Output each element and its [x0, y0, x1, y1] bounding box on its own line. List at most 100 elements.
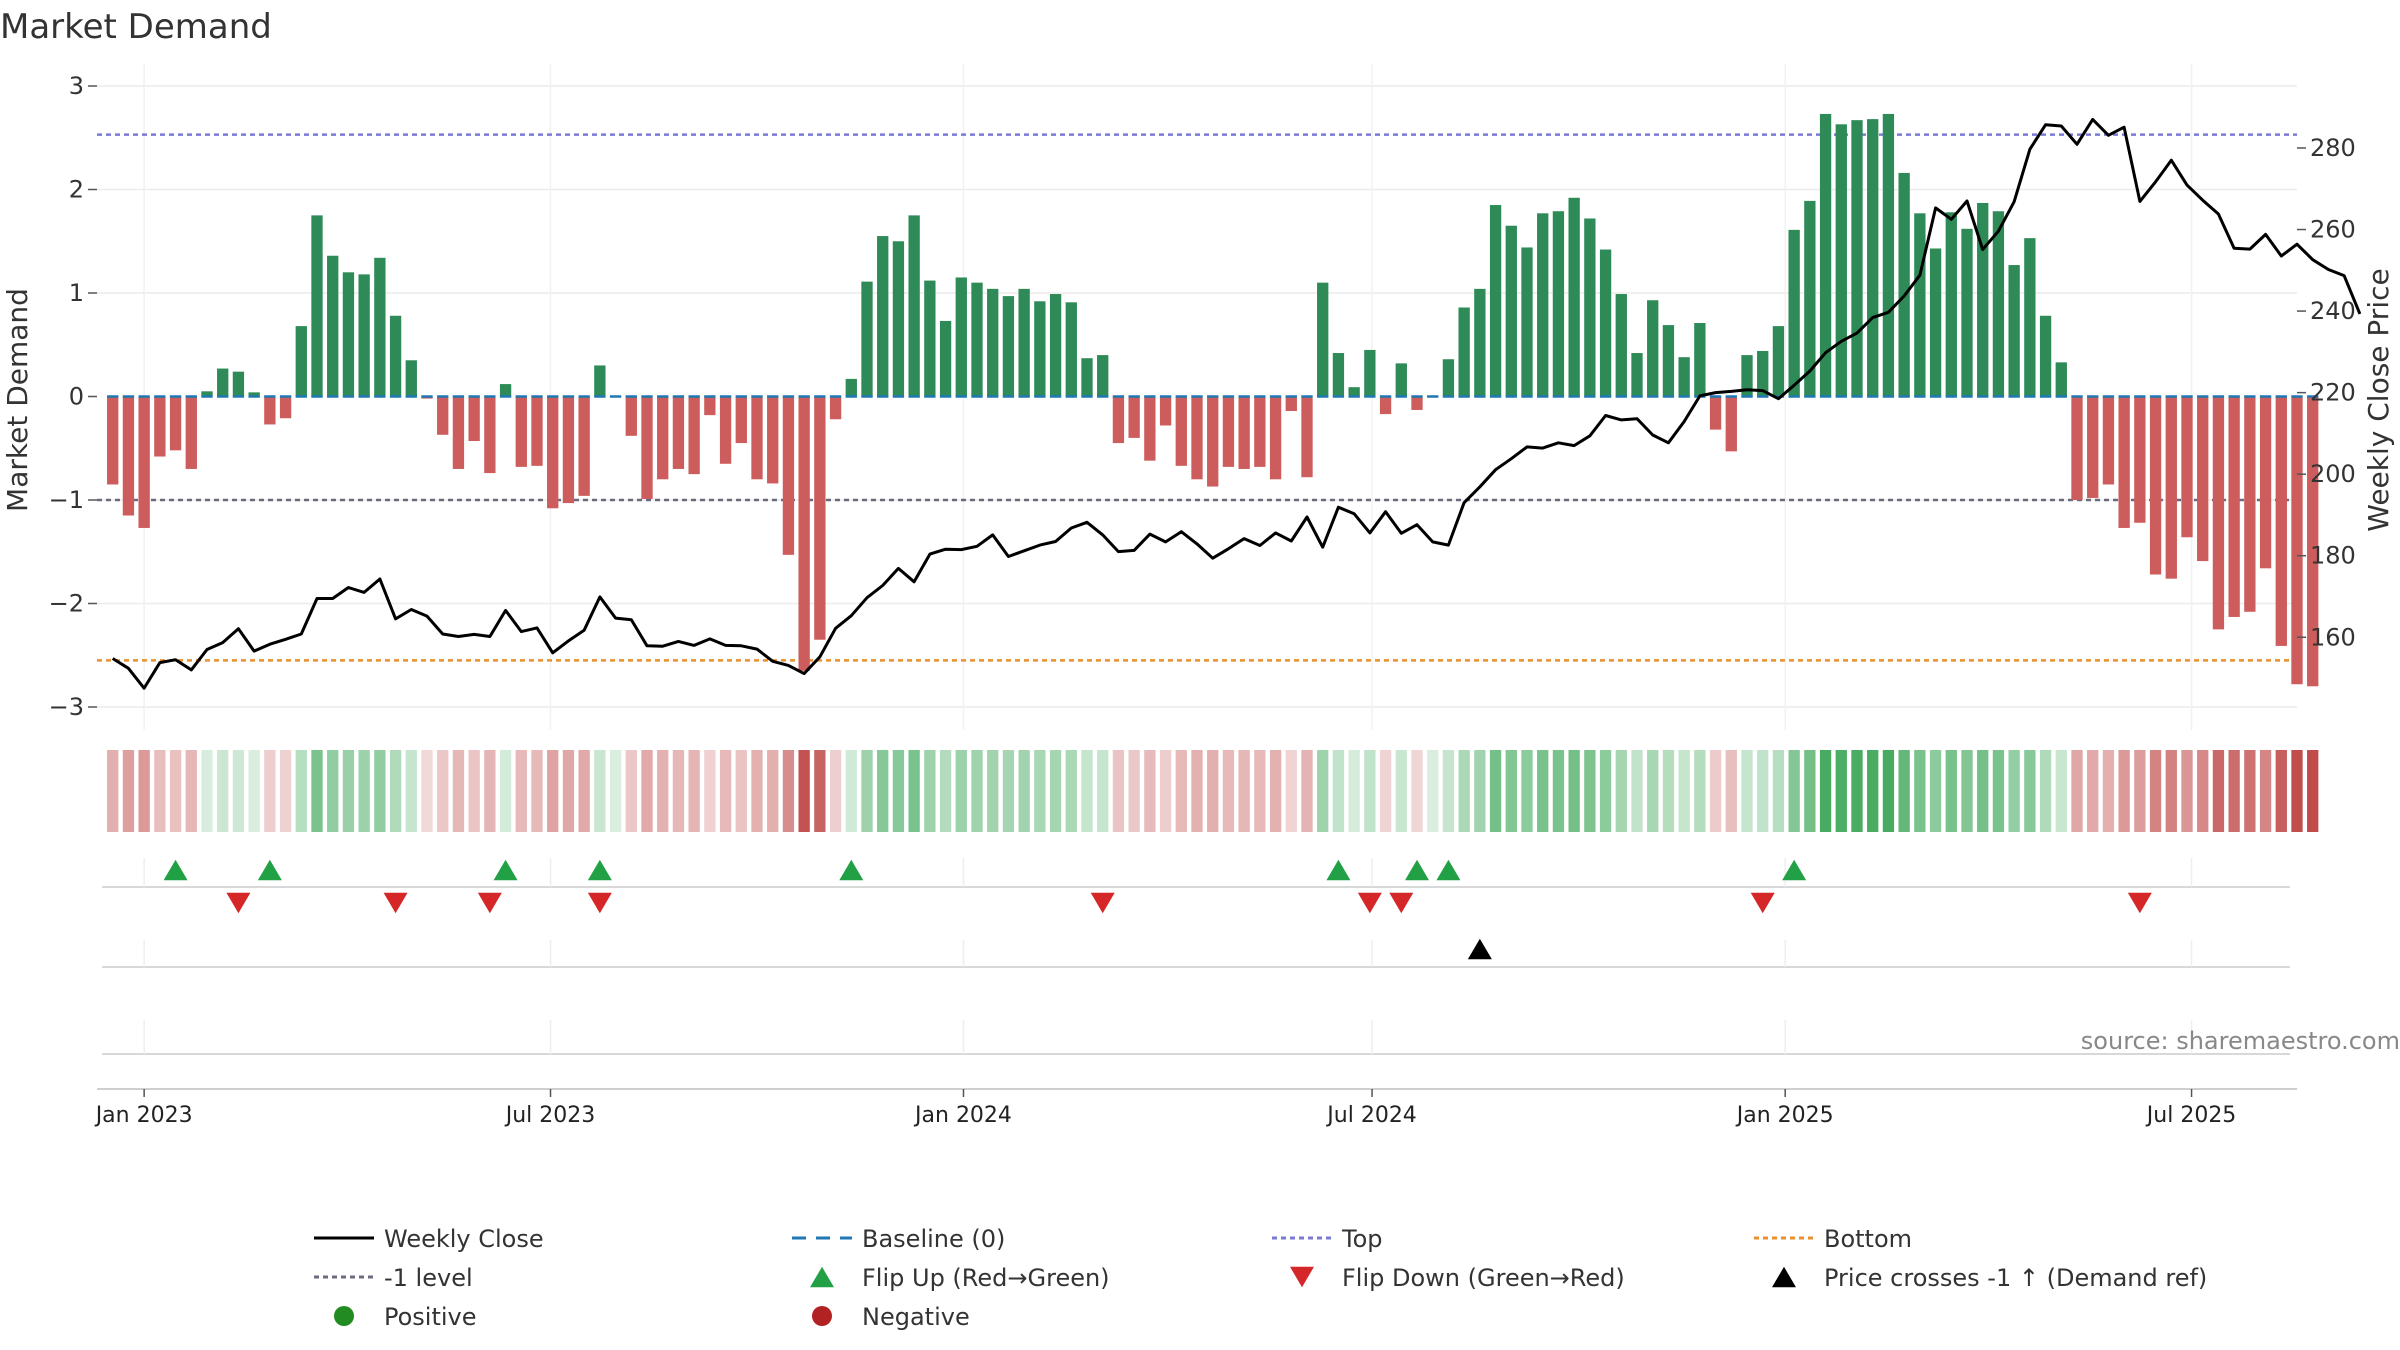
heat-cell: [892, 750, 905, 832]
demand-bar: [1018, 288, 1030, 397]
event-panels: [97, 858, 2297, 1090]
demand-bar: [295, 326, 307, 397]
heat-cell: [1537, 750, 1549, 832]
demand-bar: [515, 396, 527, 467]
legend-item: Flip Down (Green→Red): [1290, 1264, 1625, 1292]
demand-bar: [2228, 396, 2240, 617]
demand-bar: [1175, 396, 1187, 466]
heat-cell: [1599, 750, 1612, 832]
heat-cell: [924, 750, 936, 832]
flip-up-marker: [587, 859, 612, 881]
demand-bar: [169, 396, 182, 451]
demand-bar: [2165, 396, 2177, 579]
demand-bar: [279, 396, 292, 419]
heat-cell: [327, 750, 339, 832]
heat-cell: [877, 750, 889, 832]
heat-cell: [1018, 750, 1030, 832]
flip-down-marker: [2127, 892, 2152, 914]
legend-item: Baseline (0): [792, 1225, 1005, 1253]
demand-bar: [2055, 362, 2067, 397]
demand-bar: [751, 396, 763, 480]
heat-cell: [672, 750, 685, 832]
heat-cell: [1411, 750, 1423, 832]
heat-cell: [2149, 750, 2162, 832]
demand-bar: [405, 360, 417, 397]
demand-bar: [452, 396, 465, 469]
heat-cell: [767, 750, 779, 832]
flip-down-marker: [1090, 892, 1115, 914]
demand-bar: [2087, 396, 2099, 498]
heat-cell: [1568, 750, 1580, 832]
demand-bar: [1757, 350, 1769, 397]
heat-cell: [1112, 750, 1125, 832]
left-tick-label: 1: [69, 279, 84, 307]
right-tick-label: 280: [2310, 134, 2356, 162]
heat-cell: [2259, 750, 2272, 832]
demand-bar: [264, 396, 276, 425]
heat-cell: [719, 750, 732, 832]
demand-bar: [594, 365, 606, 397]
flip-down-marker: [1389, 892, 1414, 914]
heat-cell: [2118, 750, 2130, 832]
demand-bar: [1395, 363, 1407, 397]
demand-bar: [1285, 396, 1297, 411]
heat-cell: [861, 750, 873, 832]
demand-bar: [782, 396, 795, 555]
demand-bar: [1002, 296, 1015, 397]
demand-bar: [1977, 202, 1989, 397]
heat-cell: [751, 750, 763, 832]
legend-item: Price crosses -1 ↑ (Demand ref): [1772, 1264, 2207, 1292]
heat-cell: [1505, 750, 1517, 832]
right-axis-ticks: 280 260 240 220 200 180 160: [2297, 134, 2356, 651]
demand-bar: [719, 396, 732, 464]
heat-cell: [704, 750, 716, 832]
demand-bar: [358, 274, 370, 397]
demand-bar: [484, 396, 496, 474]
legend-label: Baseline (0): [862, 1225, 1005, 1253]
legend-label: Bottom: [1824, 1225, 1912, 1253]
demand-bar: [1332, 353, 1345, 397]
flip-up-marker: [493, 859, 518, 881]
demand-bar: [389, 315, 402, 397]
flip-down-marker: [1750, 892, 1775, 914]
demand-bar: [1804, 200, 1816, 397]
demand-bar: [1411, 396, 1423, 410]
left-tick-label: 2: [69, 176, 84, 204]
heat-cell: [2212, 750, 2225, 832]
chart-title: Market Demand: [0, 7, 272, 47]
demand-bar: [217, 368, 229, 397]
event-markers: [163, 859, 2152, 960]
demand-bar: [154, 396, 166, 457]
demand-bar: [1474, 288, 1486, 397]
demand-bar: [107, 396, 119, 485]
demand-bar: [1662, 325, 1675, 397]
heat-cell: [562, 750, 575, 832]
legend-item: Flip Up (Red→Green): [810, 1264, 1110, 1292]
heat-cell: [374, 750, 386, 832]
heat-cell: [2055, 750, 2067, 832]
heat-cell: [1678, 750, 1690, 832]
demand-bar: [311, 215, 323, 397]
demand-bar: [1599, 249, 1612, 397]
heat-cell: [1772, 750, 1785, 832]
heat-cell: [169, 750, 182, 832]
demand-bar: [342, 272, 355, 397]
heat-cell: [468, 750, 480, 832]
heat-cell: [782, 750, 795, 832]
left-tick-label: 0: [69, 383, 84, 411]
demand-bar: [1191, 396, 1203, 480]
demand-bar: [1678, 357, 1690, 397]
heat-cell: [1159, 750, 1172, 832]
left-tick-label: −3: [49, 693, 84, 721]
heat-cell: [2197, 750, 2209, 832]
flip-up-marker: [1782, 859, 1807, 881]
legend-swatch: [810, 1266, 834, 1288]
weekly-close-line: [111, 117, 2362, 690]
demand-bar: [1458, 307, 1470, 397]
demand-bars: [107, 113, 2319, 687]
demand-bar: [499, 384, 512, 397]
heat-cell: [1081, 750, 1093, 832]
demand-bar: [562, 396, 575, 504]
heat-cell: [2071, 750, 2083, 832]
